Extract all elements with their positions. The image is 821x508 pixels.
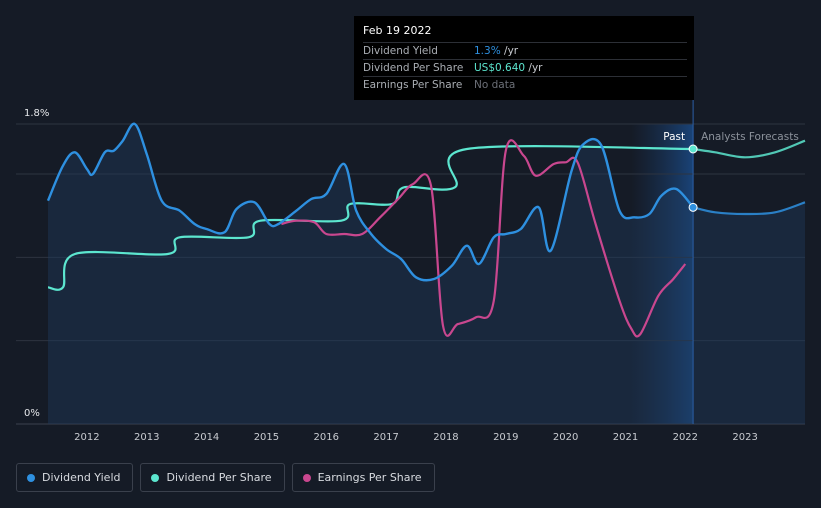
y-axis-bottom-label: 0% — [24, 408, 40, 419]
legend: Dividend Yield Dividend Per Share Earnin… — [16, 463, 435, 492]
tooltip-row-dividend-per-share: Dividend Per Share US$0.640 /yr — [363, 59, 687, 76]
legend-label: Dividend Yield — [42, 471, 121, 484]
forecast-label: Analysts Forecasts — [701, 131, 799, 143]
tooltip-value: No data — [474, 79, 516, 91]
x-tick-label: 2012 — [74, 432, 99, 443]
x-tick-label: 2022 — [673, 432, 698, 443]
legend-dot-icon — [27, 473, 35, 482]
dividend-per-share-forecast-line — [692, 139, 806, 159]
tooltip: Feb 19 2022 Dividend Yield 1.3% /yr Divi… — [354, 16, 694, 100]
tooltip-row-dividend-yield: Dividend Yield 1.3% /yr — [363, 42, 687, 59]
tooltip-date: Feb 19 2022 — [363, 24, 432, 37]
past-label: Past — [663, 131, 685, 143]
tooltip-value: 1.3% /yr — [474, 45, 519, 57]
earnings-per-share-line — [281, 139, 687, 338]
x-tick-label: 2018 — [433, 432, 458, 443]
dividend-chart: 1.8% 0% 2012 2013 2014 2015 2016 2017 2018 2019 20… — [16, 100, 806, 443]
dividend-per-share-marker — [688, 144, 698, 154]
x-tick-label: 2015 — [254, 432, 279, 443]
x-tick-label: 2021 — [613, 432, 638, 443]
legend-item-dividend-per-share[interactable]: Dividend Per Share — [140, 463, 285, 492]
x-tick-label: 2023 — [732, 432, 757, 443]
tooltip-label: Earnings Per Share — [363, 79, 463, 91]
tooltip-value: US$0.640 /yr — [474, 62, 543, 74]
x-tick-label: 2017 — [373, 432, 398, 443]
dividend-yield-area — [48, 123, 805, 425]
tooltip-label: Dividend Yield — [363, 45, 438, 57]
legend-item-earnings-per-share[interactable]: Earnings Per Share — [291, 463, 435, 492]
legend-item-dividend-yield[interactable]: Dividend Yield — [16, 463, 134, 492]
dividend-yield-line — [46, 122, 695, 282]
x-tick-label: 2019 — [493, 432, 518, 443]
tooltip-row-earnings-per-share: Earnings Per Share No data — [363, 76, 687, 93]
legend-label: Earnings Per Share — [317, 471, 422, 484]
x-tick-label: 2016 — [314, 432, 339, 443]
legend-label: Dividend Per Share — [166, 471, 272, 484]
x-tick-label: 2013 — [134, 432, 159, 443]
x-tick-label: 2020 — [553, 432, 578, 443]
dividend-yield-forecast-line — [692, 201, 806, 216]
dividend-per-share-line — [47, 145, 694, 291]
y-axis-top-label: 1.8% — [24, 108, 49, 119]
legend-dot-icon — [302, 473, 311, 482]
legend-dot-icon — [151, 473, 160, 482]
x-tick-label: 2014 — [194, 432, 219, 443]
tooltip-label: Dividend Per Share — [363, 62, 464, 74]
dividend-yield-marker — [688, 202, 698, 212]
